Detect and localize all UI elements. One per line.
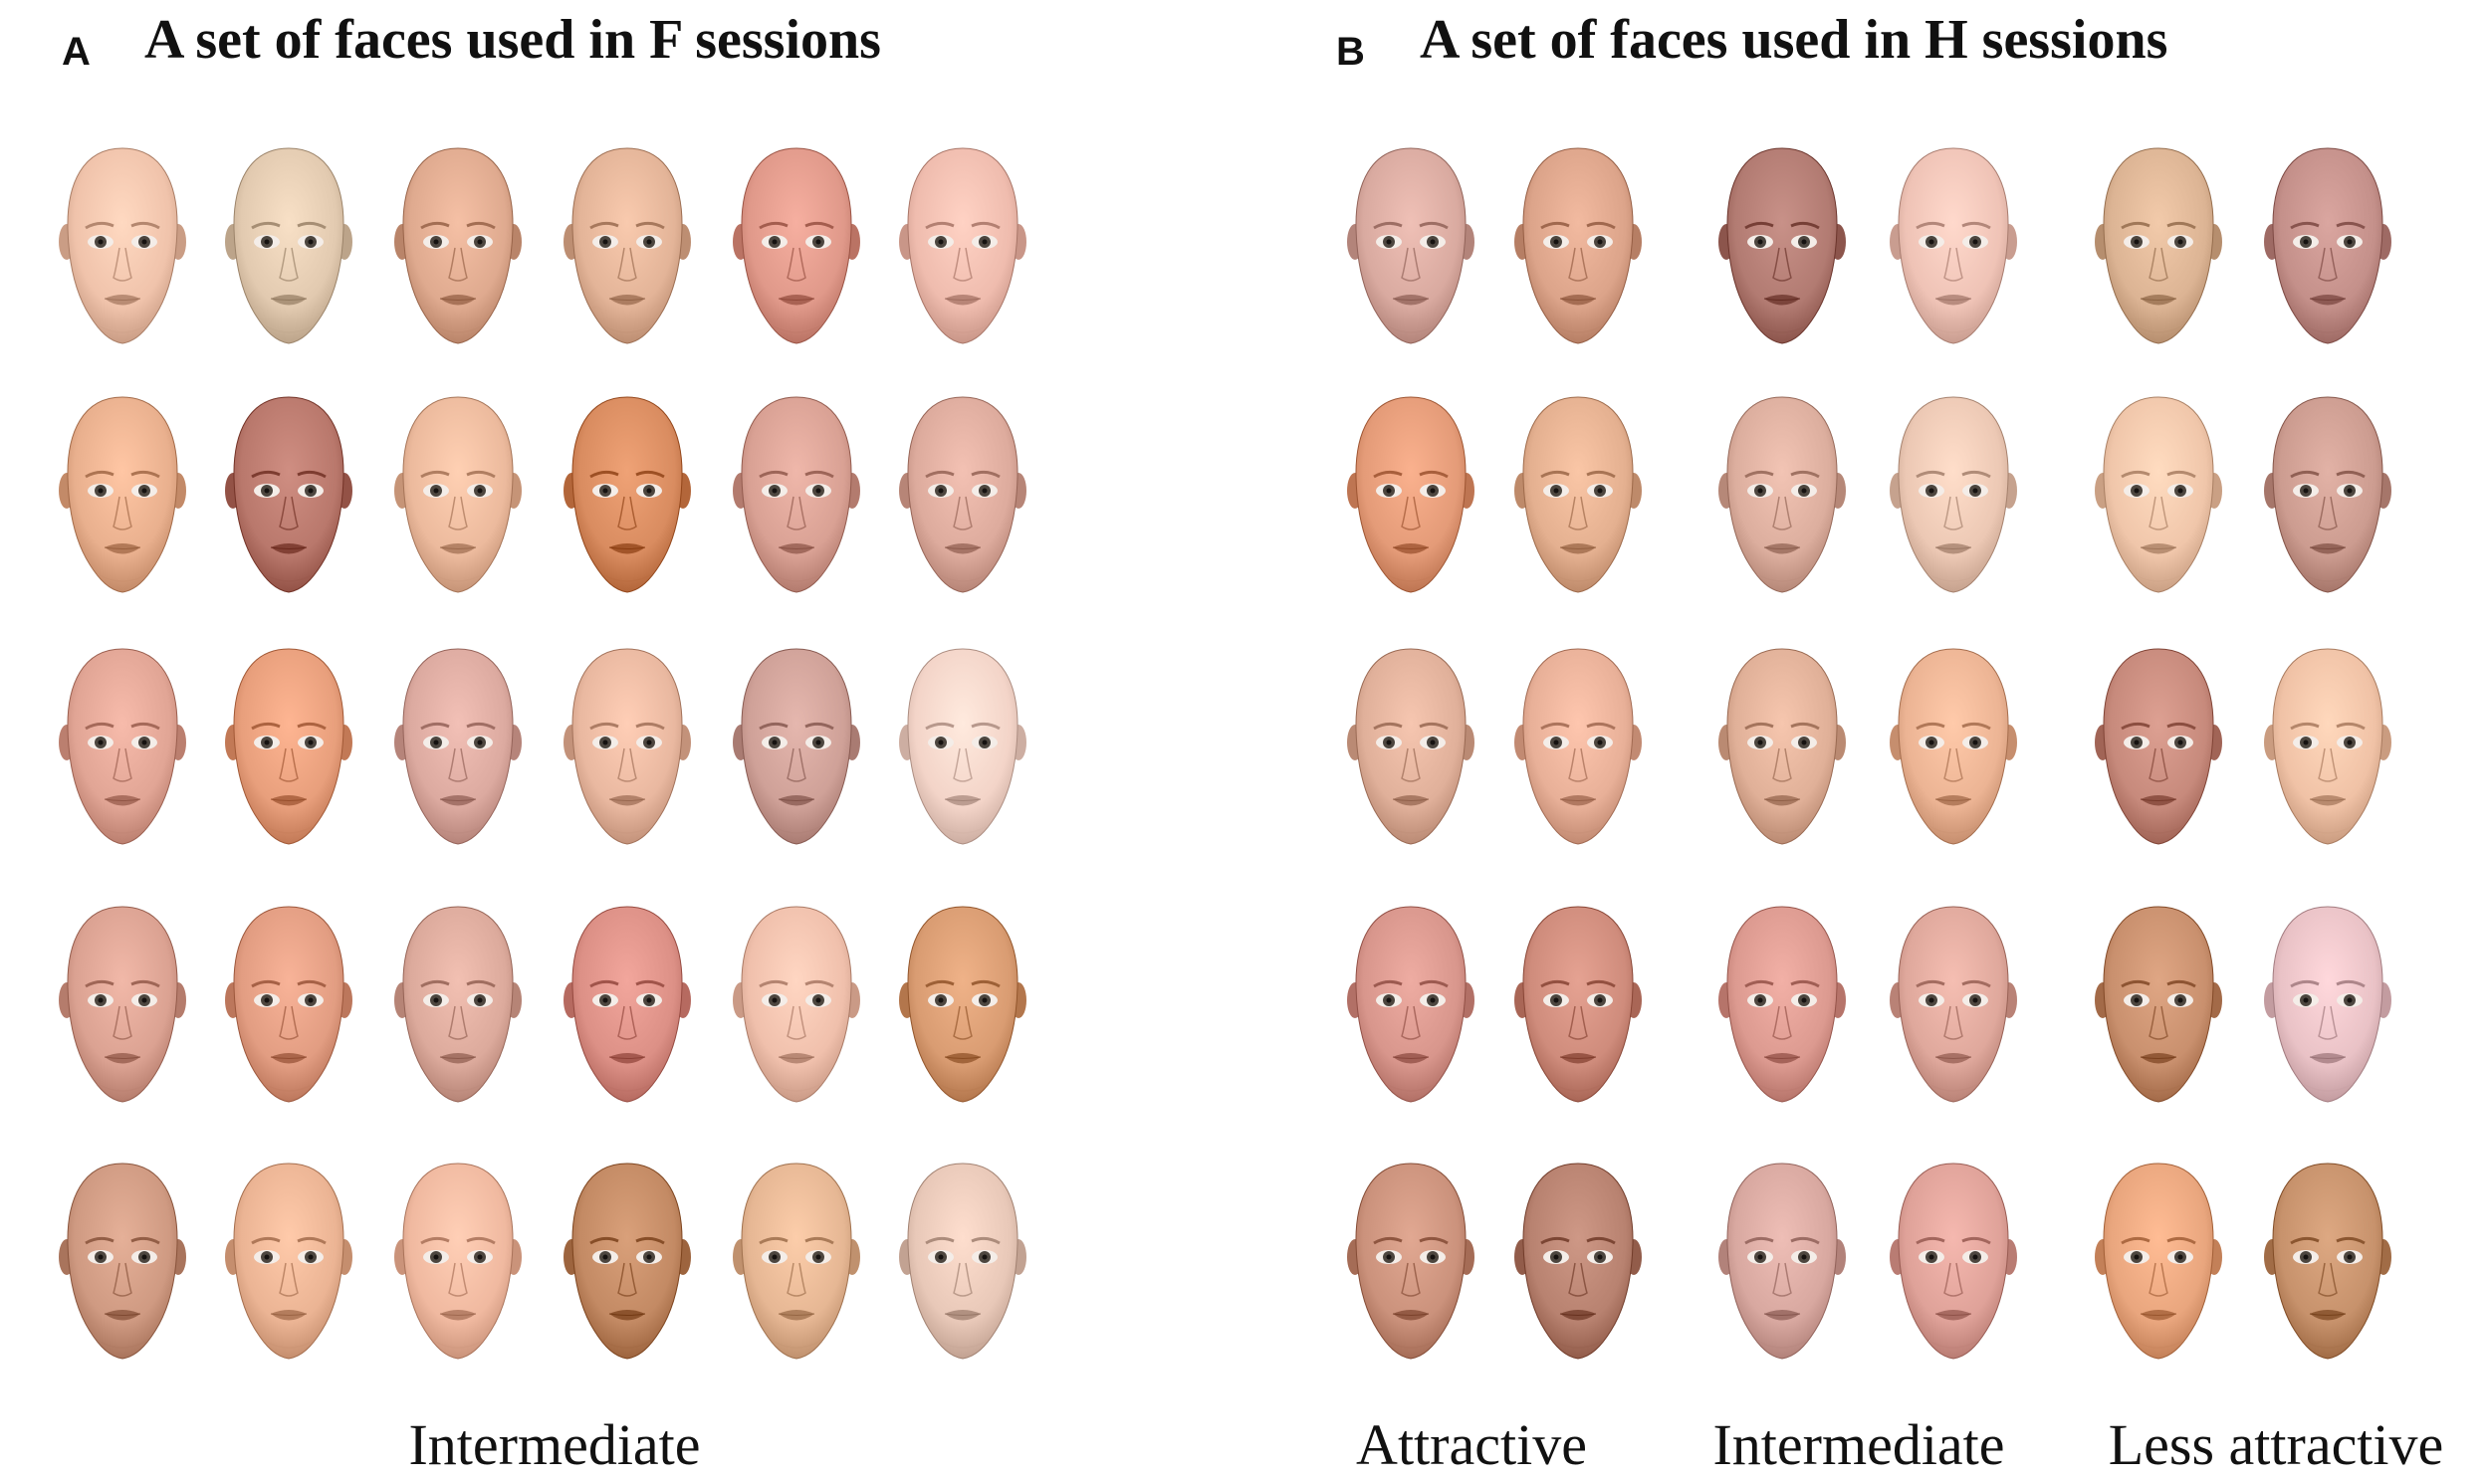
panel-b-face-r4-c5 (2094, 903, 2223, 1107)
panel-a-face-r1-c3 (393, 144, 523, 348)
panel-a-face-r5-c6 (898, 1160, 1027, 1364)
panel-a-face-r1-c1 (58, 144, 187, 348)
panel-b-category-less-attractive: Less attractive (2108, 1412, 2444, 1477)
panel-a-face-r2-c5 (732, 393, 861, 597)
panel-a-face-r2-c2 (224, 393, 353, 597)
panel-b-category-intermediate: Intermediate (1712, 1412, 2005, 1477)
panel-b-face-r5-c1 (1346, 1160, 1475, 1364)
panel-b-category-attractive: Attractive (1356, 1412, 1587, 1477)
panel-a-face-r4-c6 (898, 903, 1027, 1107)
panel-a-face-r3-c3 (393, 645, 523, 849)
panel-a-face-r4-c2 (224, 903, 353, 1107)
panel-b-face-r2-c5 (2094, 393, 2223, 597)
panel-b-face-r4-c3 (1717, 903, 1847, 1107)
panel-a-face-r5-c3 (393, 1160, 523, 1364)
panel-b-face-r1-c4 (1889, 144, 2018, 348)
panel-b-face-r2-c6 (2263, 393, 2392, 597)
panel-b-face-r3-c4 (1889, 645, 2018, 849)
panel-b-face-r4-c6 (2263, 903, 2392, 1107)
panel-a-face-r3-c6 (898, 645, 1027, 849)
panel-a-face-r2-c4 (563, 393, 692, 597)
panel-a-face-r1-c2 (224, 144, 353, 348)
panel-a-face-r2-c6 (898, 393, 1027, 597)
panel-b-face-r5-c6 (2263, 1160, 2392, 1364)
panel-a-face-r3-c4 (563, 645, 692, 849)
panel-a-face-r3-c5 (732, 645, 861, 849)
panel-a: A A set of faces used in F sessions Inte… (0, 0, 1244, 1484)
panel-a-face-grid (0, 0, 1244, 1393)
panel-b-face-r5-c3 (1717, 1160, 1847, 1364)
panel-b-face-r1-c5 (2094, 144, 2223, 348)
panel-a-face-r1-c4 (563, 144, 692, 348)
panel-b-face-r3-c2 (1513, 645, 1643, 849)
panel-b-face-r5-c2 (1513, 1160, 1643, 1364)
panel-b-face-r2-c2 (1513, 393, 1643, 597)
panel-a-face-r2-c1 (58, 393, 187, 597)
panel-b-face-r1-c2 (1513, 144, 1643, 348)
panel-b-face-r5-c4 (1889, 1160, 2018, 1364)
panel-b-face-r4-c1 (1346, 903, 1475, 1107)
panel-b-face-r1-c6 (2263, 144, 2392, 348)
panel-b-face-r3-c1 (1346, 645, 1475, 849)
panel-a-title: A set of faces used in F sessions (144, 9, 881, 71)
panel-a-face-r3-c1 (58, 645, 187, 849)
panel-a-face-r4-c3 (393, 903, 523, 1107)
panel-b-face-r3-c6 (2263, 645, 2392, 849)
panel-b-face-r2-c3 (1717, 393, 1847, 597)
panel-a-face-r1-c5 (732, 144, 861, 348)
panel-a-category-intermediate: Intermediate (408, 1412, 701, 1477)
panel-b-title: A set of faces used in H sessions (1420, 9, 2168, 71)
panel-a-face-r4-c1 (58, 903, 187, 1107)
panel-b-face-r3-c3 (1717, 645, 1847, 849)
panel-a-face-r3-c2 (224, 645, 353, 849)
panel-a-face-r4-c5 (732, 903, 861, 1107)
panel-a-face-r5-c5 (732, 1160, 861, 1364)
panel-b-face-r1-c3 (1717, 144, 1847, 348)
panel-b-face-r2-c4 (1889, 393, 2018, 597)
panel-b-face-r2-c1 (1346, 393, 1475, 597)
panel-b-face-r5-c5 (2094, 1160, 2223, 1364)
panel-a-face-r5-c4 (563, 1160, 692, 1364)
panel-b: B A set of faces used in H sessions Attr… (1244, 0, 2489, 1484)
panel-a-face-r2-c3 (393, 393, 523, 597)
panel-b-letter: B (1336, 30, 1365, 74)
panel-b-face-r1-c1 (1346, 144, 1475, 348)
panel-a-letter: A (62, 30, 91, 74)
panel-a-face-r1-c6 (898, 144, 1027, 348)
panel-a-face-r5-c2 (224, 1160, 353, 1364)
panel-b-face-r3-c5 (2094, 645, 2223, 849)
panel-a-face-r4-c4 (563, 903, 692, 1107)
panel-b-face-grid (1244, 0, 2489, 1393)
panel-b-face-r4-c4 (1889, 903, 2018, 1107)
panel-b-face-r4-c2 (1513, 903, 1643, 1107)
panel-a-face-r5-c1 (58, 1160, 187, 1364)
